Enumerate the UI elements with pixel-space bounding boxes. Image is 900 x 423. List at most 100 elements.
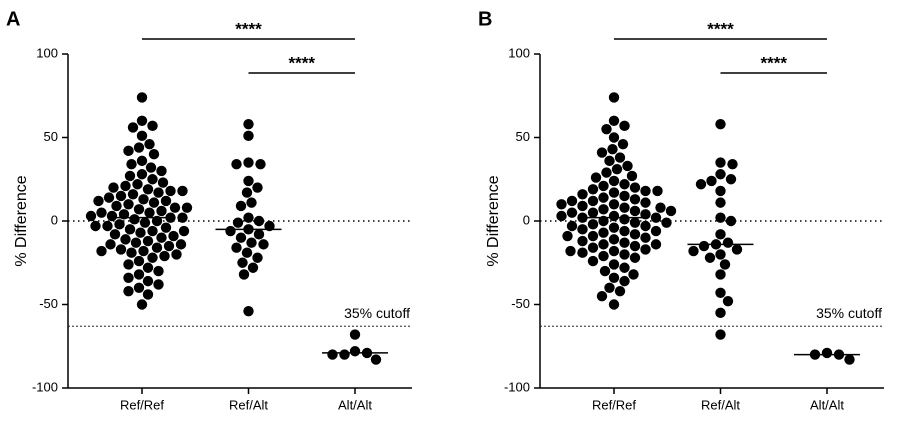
data-point <box>614 152 626 163</box>
data-point <box>177 212 188 223</box>
data-point <box>243 212 254 223</box>
data-point <box>231 242 242 253</box>
y-tick-label: 0 <box>523 212 530 227</box>
data-point <box>253 215 265 227</box>
data-point <box>171 249 182 260</box>
data-point <box>130 237 142 248</box>
data-point <box>370 354 382 365</box>
data-point <box>650 225 662 237</box>
data-point <box>619 120 630 132</box>
data-point <box>349 346 361 357</box>
data-point <box>640 220 651 232</box>
data-point <box>142 184 154 195</box>
data-point <box>629 252 641 263</box>
data-point <box>704 252 716 263</box>
data-point <box>706 175 717 187</box>
data-point <box>138 245 149 257</box>
data-point <box>235 232 247 243</box>
data-point <box>339 349 350 360</box>
data-point <box>96 207 107 218</box>
data-point <box>727 159 738 170</box>
data-point <box>577 224 588 235</box>
data-point <box>577 235 588 247</box>
data-point <box>144 138 155 150</box>
x-tick-label: Ref/Ref <box>592 397 636 412</box>
data-point <box>255 159 266 170</box>
data-point <box>243 157 254 168</box>
data-point <box>596 290 608 302</box>
data-point <box>160 222 172 233</box>
data-point <box>231 159 242 170</box>
data-point <box>725 174 737 185</box>
data-point <box>127 122 139 133</box>
data-point <box>123 199 134 210</box>
data-point <box>640 197 651 208</box>
comparison-label: **** <box>761 53 788 72</box>
data-point <box>725 215 737 227</box>
data-point <box>123 145 134 157</box>
data-point <box>243 118 254 130</box>
data-point <box>145 162 157 173</box>
data-point <box>138 194 149 205</box>
data-point <box>587 195 599 207</box>
data-point <box>246 197 257 208</box>
data-point <box>598 250 609 262</box>
data-point <box>139 217 151 228</box>
data-point <box>607 143 618 155</box>
data-point <box>253 229 265 240</box>
y-tick-label: 0 <box>51 212 58 227</box>
data-point <box>608 115 620 127</box>
data-point <box>608 175 620 187</box>
data-point <box>123 259 134 270</box>
data-point <box>225 225 236 237</box>
y-tick-label: -100 <box>32 379 58 394</box>
data-point <box>556 199 567 210</box>
data-point <box>159 250 170 262</box>
data-point <box>126 247 137 258</box>
x-tick-label: Ref/Alt <box>229 397 268 412</box>
data-point <box>608 245 620 257</box>
reference-label: 35% cutoff <box>816 305 882 321</box>
data-point <box>93 195 104 207</box>
y-tick-label: 100 <box>508 45 530 60</box>
data-point <box>715 185 726 197</box>
data-point <box>587 242 599 253</box>
data-point <box>238 269 250 280</box>
data-point <box>604 155 615 167</box>
data-point <box>85 210 97 222</box>
data-point <box>587 230 599 242</box>
data-point <box>640 244 651 255</box>
data-point <box>147 225 158 237</box>
data-point <box>133 255 145 267</box>
data-point <box>608 187 620 198</box>
data-point <box>688 245 699 257</box>
data-point <box>349 329 361 340</box>
data-point <box>241 247 253 258</box>
data-point <box>629 217 641 228</box>
data-point <box>258 239 269 250</box>
data-point <box>153 187 164 198</box>
data-point <box>168 230 179 242</box>
data-point <box>608 210 620 222</box>
data-point <box>124 224 136 235</box>
data-point <box>142 262 154 273</box>
data-point <box>650 212 662 223</box>
data-point <box>821 347 833 359</box>
data-point <box>120 180 131 192</box>
data-point <box>844 354 855 365</box>
data-point <box>640 185 651 197</box>
data-point <box>715 157 726 168</box>
data-point <box>715 307 726 319</box>
data-point <box>156 205 167 217</box>
data-point <box>608 199 620 210</box>
data-point <box>722 295 734 307</box>
data-point <box>105 239 116 250</box>
data-point <box>731 244 743 255</box>
data-point <box>136 299 148 310</box>
data-point <box>132 179 143 190</box>
data-point <box>698 240 710 252</box>
data-point <box>133 282 145 293</box>
data-point <box>715 197 726 208</box>
data-point <box>598 180 609 192</box>
